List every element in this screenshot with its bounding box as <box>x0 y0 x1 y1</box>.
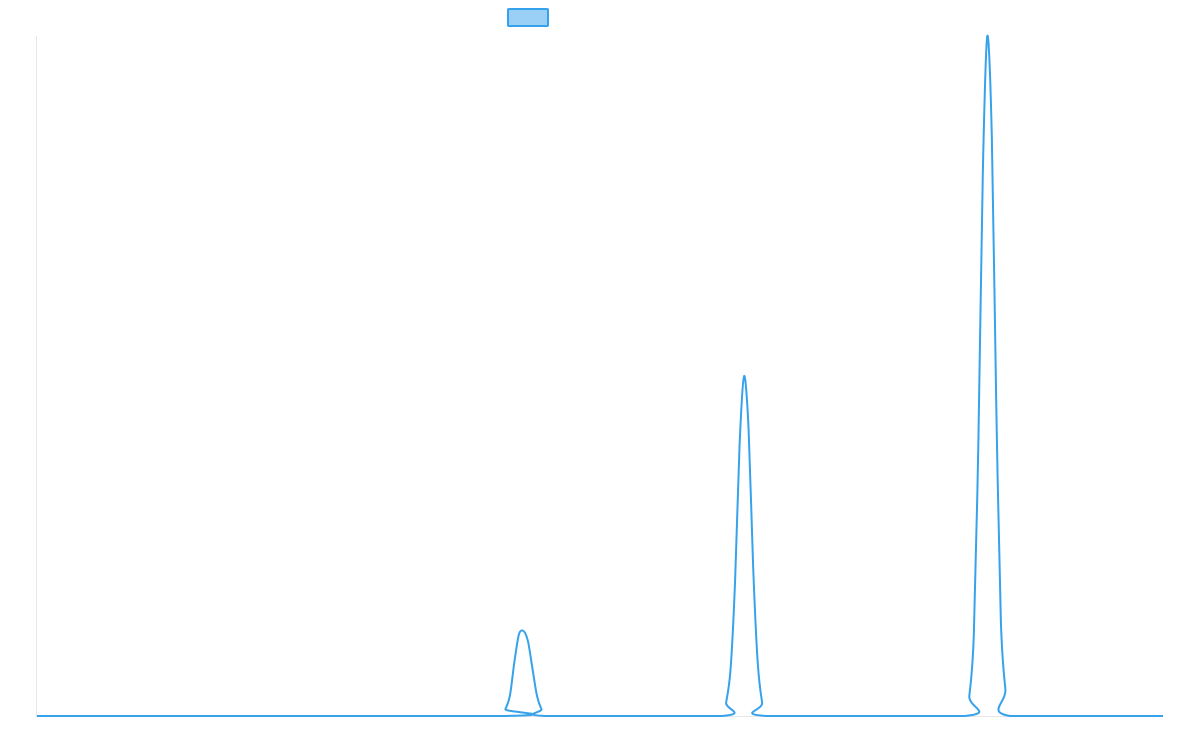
series-line <box>37 34 1163 718</box>
data-point[interactable] <box>507 693 513 699</box>
data-point[interactable] <box>764 713 770 719</box>
data-point[interactable] <box>538 706 544 712</box>
data-point[interactable] <box>719 713 725 719</box>
data-point[interactable] <box>966 693 972 699</box>
legend-swatch[interactable] <box>507 8 549 27</box>
data-point[interactable] <box>998 618 1004 624</box>
data-point[interactable] <box>984 33 990 39</box>
data-point[interactable] <box>962 713 968 719</box>
data-point[interactable] <box>511 659 517 665</box>
legend[interactable] <box>507 8 549 27</box>
data-point[interactable] <box>502 706 508 712</box>
data-point[interactable] <box>534 693 540 699</box>
data-point[interactable] <box>737 441 743 447</box>
data-point[interactable] <box>755 659 761 665</box>
data-point[interactable] <box>971 631 977 637</box>
data-point[interactable] <box>759 699 765 705</box>
data-point[interactable] <box>746 427 752 433</box>
data-point[interactable] <box>980 169 986 175</box>
data-point[interactable] <box>529 665 535 671</box>
data-point[interactable] <box>750 563 756 569</box>
data-point[interactable] <box>1002 686 1008 692</box>
data-point[interactable] <box>34 713 40 719</box>
data-point[interactable] <box>989 135 995 141</box>
data-point[interactable] <box>975 441 981 447</box>
data-point[interactable] <box>1007 713 1013 719</box>
data-point[interactable] <box>741 373 747 379</box>
data-point[interactable] <box>1160 713 1166 719</box>
data-point[interactable] <box>498 713 504 719</box>
data-point[interactable] <box>728 665 734 671</box>
data-point[interactable] <box>732 577 738 583</box>
data-point[interactable] <box>525 638 531 644</box>
data-point[interactable] <box>993 407 999 413</box>
data-point[interactable] <box>520 628 526 634</box>
data-point[interactable] <box>723 699 729 705</box>
data-point[interactable] <box>543 713 549 719</box>
